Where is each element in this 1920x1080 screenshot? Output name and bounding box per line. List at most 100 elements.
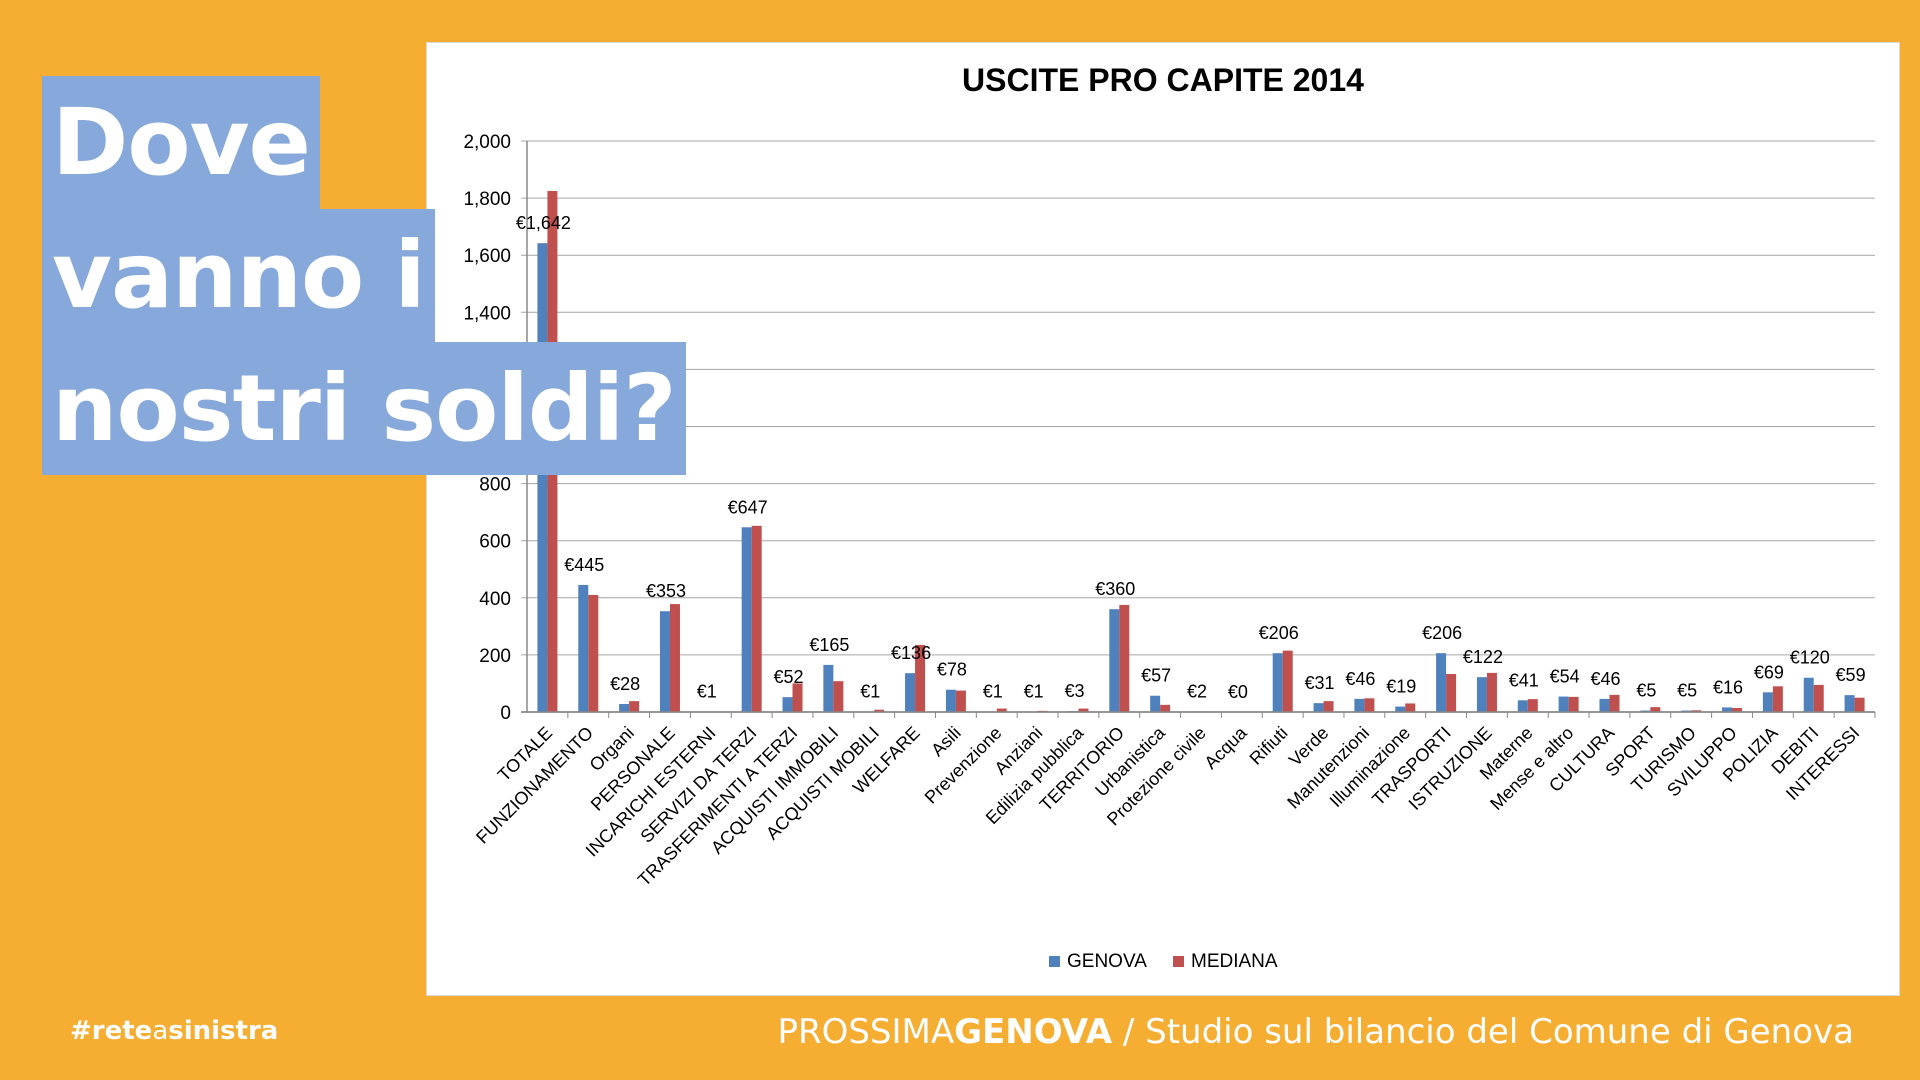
footer-brand: GENOVA — [954, 1012, 1113, 1052]
data-label: €31 — [1305, 673, 1335, 693]
bar-mediana — [629, 701, 640, 712]
bar-mediana — [833, 681, 844, 712]
y-tick-label: 0 — [500, 703, 511, 724]
bar-genova — [1272, 653, 1283, 712]
data-label: €360 — [1095, 579, 1135, 599]
bar-mediana — [1568, 696, 1579, 712]
bar-chart: USCITE PRO CAPITE 2014 02004006008001,00… — [463, 62, 1876, 972]
bar-genova — [741, 527, 752, 712]
data-label: €206 — [1259, 623, 1299, 643]
data-label: €19 — [1386, 677, 1416, 697]
y-tick-label: 400 — [479, 589, 511, 610]
headline: Dove vanno i nostri soldi? — [42, 76, 686, 475]
bar-mediana — [915, 644, 926, 712]
data-label: €120 — [1790, 648, 1830, 668]
bar-mediana — [1486, 672, 1497, 712]
bar-genova — [1722, 707, 1733, 712]
bar-genova — [619, 704, 630, 712]
data-label: €52 — [773, 667, 803, 687]
bar-genova — [782, 697, 793, 712]
bar-genova — [578, 584, 589, 712]
data-label: €165 — [809, 635, 849, 655]
bar-genova — [945, 689, 956, 712]
bar-mediana — [588, 594, 599, 712]
y-tick-label: 1,600 — [463, 246, 511, 267]
data-label: €0 — [1228, 682, 1248, 702]
bar-genova — [659, 611, 670, 712]
bar-genova — [1844, 695, 1855, 712]
bar-genova — [1109, 609, 1120, 712]
bar-genova — [1599, 698, 1610, 712]
data-label: €1 — [697, 682, 717, 702]
chart-title: USCITE PRO CAPITE 2014 — [962, 62, 1364, 98]
data-label: €54 — [1550, 667, 1580, 687]
bar-mediana — [751, 525, 762, 712]
x-axis-ticks: TOTALEFUNZIONAMENTOOrganiPERSONALEINCARI… — [472, 711, 1875, 890]
data-label: €445 — [564, 555, 604, 575]
bar-genova — [1395, 706, 1406, 712]
bar-genova — [1313, 703, 1324, 712]
data-label: €122 — [1463, 647, 1503, 667]
data-label: €78 — [937, 660, 967, 680]
bar-mediana — [1078, 708, 1089, 712]
y-tick-label: 1,400 — [463, 303, 511, 324]
bar-mediana — [669, 604, 680, 712]
bar-mediana — [1282, 650, 1293, 712]
data-label: €647 — [728, 497, 768, 517]
legend-swatch-mediana — [1173, 956, 1184, 967]
legend-label-mediana: MEDIANA — [1191, 951, 1278, 972]
bar-genova — [1436, 653, 1447, 712]
bar-mediana — [1650, 707, 1661, 712]
bar-genova — [1558, 696, 1569, 712]
data-label: €46 — [1345, 669, 1375, 689]
y-tick-label: 200 — [479, 646, 511, 667]
bar-genova — [1476, 677, 1487, 712]
bar-mediana — [792, 683, 803, 712]
hashtag-part-a: a — [152, 1016, 169, 1046]
footer-text: / Studio sul bilancio del Comune di Geno… — [1112, 1012, 1854, 1052]
data-label: €69 — [1754, 662, 1784, 682]
data-label: €136 — [891, 643, 931, 663]
footer-credit: PROSSIMAGENOVA / Studio sul bilancio del… — [777, 1012, 1854, 1052]
chart-panel: USCITE PRO CAPITE 2014 02004006008001,00… — [426, 42, 1900, 996]
footer-prefix: PROSSIMA — [777, 1012, 955, 1052]
bar-mediana — [1813, 684, 1824, 712]
y-tick-label: 800 — [479, 475, 511, 496]
y-tick-label: 1,800 — [463, 189, 511, 210]
bar-mediana — [1609, 694, 1620, 712]
hashtag-part-rete: #rete — [70, 1016, 153, 1046]
bar-mediana — [1691, 710, 1702, 712]
gridlines — [521, 140, 1876, 718]
bar-mediana — [1119, 604, 1130, 712]
bar-genova — [1150, 695, 1161, 712]
data-label: €57 — [1141, 666, 1171, 686]
bar-mediana — [1854, 697, 1865, 712]
data-label: €1 — [1024, 682, 1044, 702]
data-label: €5 — [1677, 681, 1697, 701]
hashtag: #reteasinistra — [70, 1016, 278, 1046]
bar-genova — [823, 664, 834, 712]
data-label: €353 — [646, 581, 686, 601]
bar-mediana — [1160, 704, 1171, 712]
data-label: €1 — [860, 682, 880, 702]
data-label: €28 — [610, 674, 640, 694]
data-label: €2 — [1187, 681, 1207, 701]
headline-line-1: Dove — [42, 76, 320, 209]
x-tick-label: Rifiuti — [1246, 723, 1292, 769]
y-tick-label: 2,000 — [463, 132, 511, 153]
bar-genova — [905, 673, 916, 712]
y-tick-label: 600 — [479, 532, 511, 553]
bar-genova — [1803, 677, 1814, 712]
data-label: €5 — [1636, 681, 1656, 701]
bar-mediana — [874, 709, 885, 712]
legend-label-genova: GENOVA — [1067, 951, 1147, 972]
headline-line-2: vanno i — [42, 209, 435, 342]
data-label: €59 — [1836, 665, 1866, 685]
bar-mediana — [1364, 698, 1375, 712]
bar-mediana — [1732, 708, 1743, 712]
bar-mediana — [996, 708, 1007, 712]
data-label: €206 — [1422, 623, 1462, 643]
bar-genova — [537, 243, 548, 713]
legend: GENOVA MEDIANA — [1049, 951, 1278, 972]
bar-mediana — [1527, 699, 1538, 712]
